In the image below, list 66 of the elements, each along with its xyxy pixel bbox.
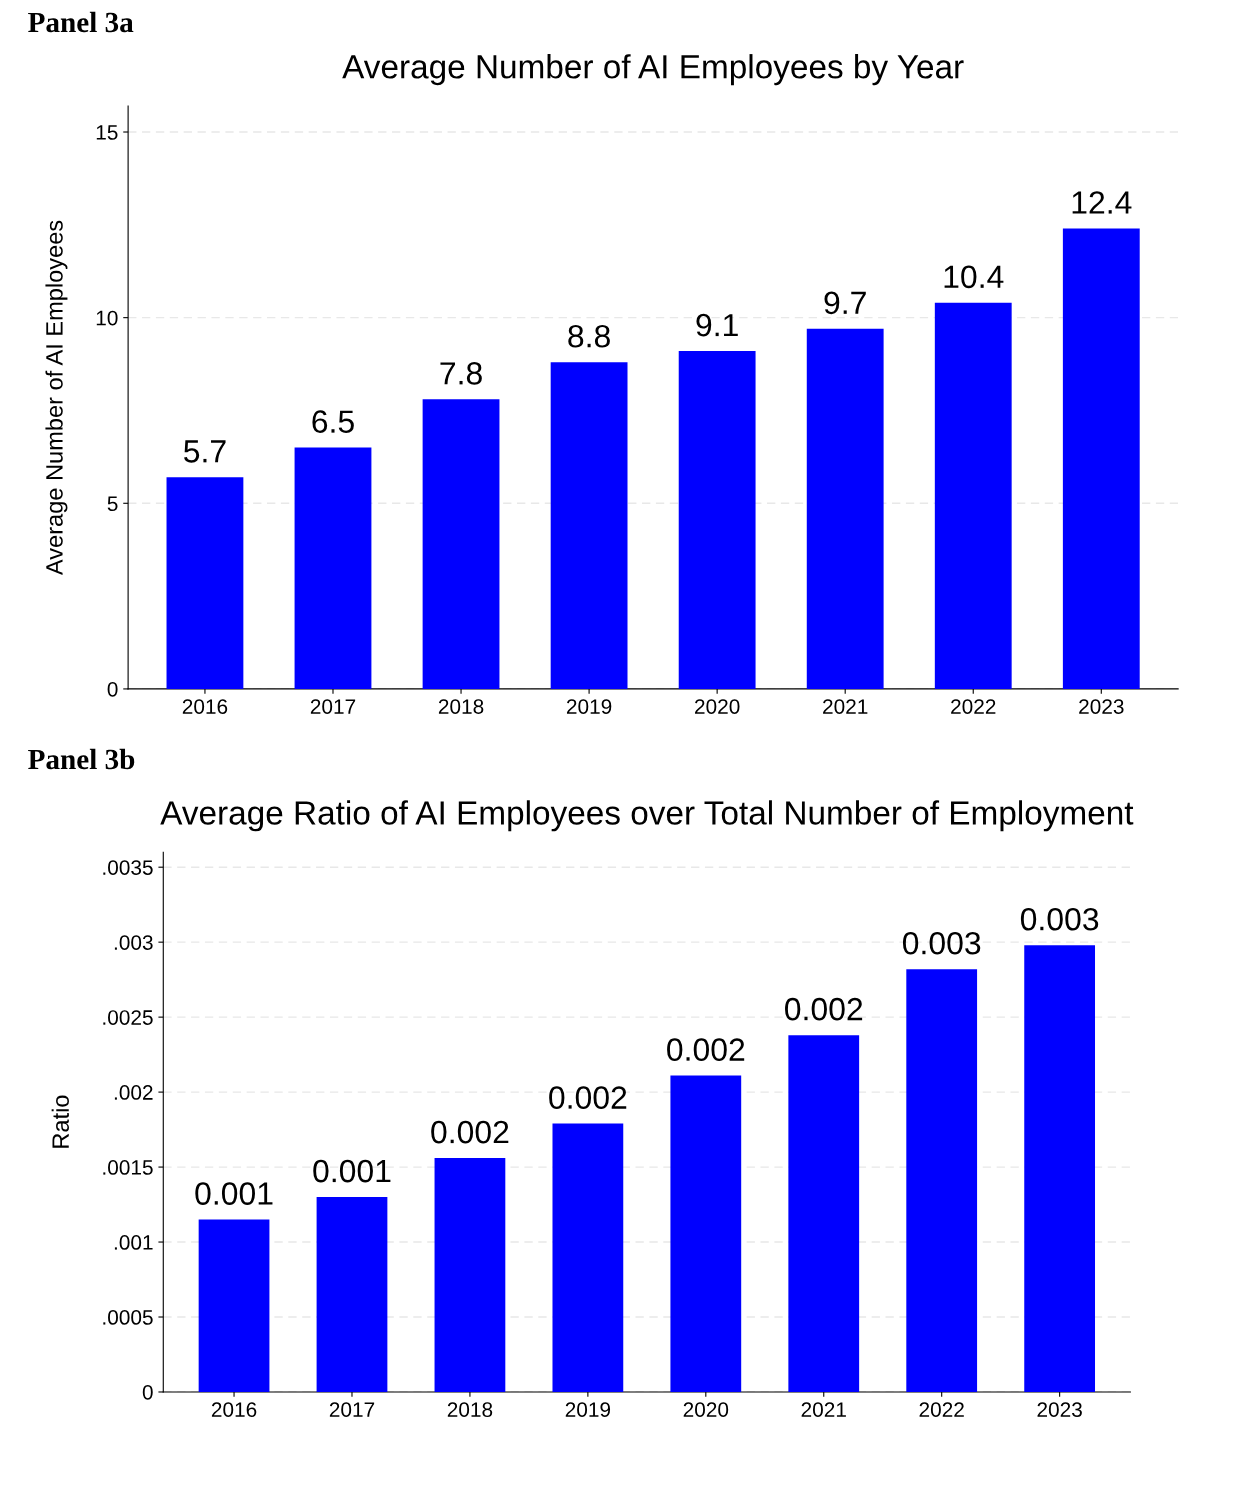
y-tick-label: 0 bbox=[107, 681, 118, 697]
x-tick-label: 2018 bbox=[438, 699, 484, 714]
data-label: 0.002 bbox=[549, 1086, 627, 1109]
bar bbox=[550, 362, 628, 689]
x-tick-label: 2020 bbox=[695, 699, 740, 714]
y-tick-label: 15 bbox=[96, 125, 118, 140]
bar bbox=[198, 1219, 270, 1392]
y-axis-title: Ratio bbox=[51, 1095, 69, 1148]
data-label: 5.7 bbox=[184, 440, 226, 463]
x-tick-label: 2022 bbox=[951, 699, 996, 714]
x-tick-label: 2017 bbox=[329, 1402, 375, 1418]
x-tick-label: 2019 bbox=[565, 1402, 611, 1418]
x-tick-label: 2023 bbox=[1037, 1402, 1082, 1418]
x-tick-label: 2016 bbox=[211, 1402, 257, 1418]
x-tick-label: 2021 bbox=[823, 699, 868, 714]
x-tick-label: 2018 bbox=[447, 1402, 493, 1418]
x-tick-label: 2019 bbox=[566, 699, 612, 714]
bar bbox=[678, 351, 756, 689]
y-tick-label: .002 bbox=[114, 1085, 153, 1100]
y-tick-label: .0025 bbox=[103, 1010, 153, 1025]
bar bbox=[806, 328, 884, 689]
y-tick-label: .001 bbox=[114, 1235, 153, 1250]
data-label: 7.8 bbox=[440, 362, 482, 385]
data-label: 6.5 bbox=[312, 410, 354, 433]
x-tick-label: 2022 bbox=[919, 1402, 964, 1418]
bar bbox=[294, 447, 372, 689]
y-tick-label: .0035 bbox=[103, 860, 153, 875]
data-label: 8.8 bbox=[568, 324, 610, 348]
x-tick-label: 2023 bbox=[1079, 699, 1124, 714]
data-label: 0.002 bbox=[785, 997, 863, 1021]
bar bbox=[1024, 945, 1096, 1392]
y-tick-label: .0015 bbox=[103, 1160, 153, 1175]
y-tick-label: 10 bbox=[96, 310, 118, 326]
chart-title: Average Ratio of AI Employees over Total Number of Employment bbox=[160, 800, 1134, 832]
y-tick-label: 0 bbox=[142, 1384, 153, 1400]
data-label: 10.4 bbox=[944, 265, 1004, 289]
bar bbox=[670, 1075, 742, 1392]
data-label: 0.003 bbox=[902, 931, 981, 955]
x-tick-label: 2017 bbox=[310, 699, 356, 714]
text: Panel 3b bbox=[28, 748, 135, 770]
y-tick-label: 5 bbox=[107, 496, 118, 512]
data-label: 0.002 bbox=[667, 1038, 745, 1061]
bar bbox=[934, 302, 1012, 689]
data-label: 0.001 bbox=[313, 1159, 391, 1183]
data-label: 9.7 bbox=[824, 291, 866, 315]
text: Panel 3a bbox=[28, 11, 134, 33]
bar bbox=[788, 1035, 860, 1392]
bar bbox=[1062, 228, 1140, 689]
bar bbox=[316, 1197, 388, 1392]
y-axis-title: Average Number of AI Employees bbox=[45, 220, 68, 576]
y-tick-label: .003 bbox=[114, 935, 153, 950]
data-label: 12.4 bbox=[1072, 191, 1132, 214]
data-label: 0.002 bbox=[431, 1120, 509, 1144]
chart-title: Average Number of AI Employees by Year bbox=[342, 54, 964, 86]
x-tick-label: 2021 bbox=[801, 1402, 846, 1418]
bar bbox=[552, 1123, 624, 1392]
bar bbox=[434, 1158, 506, 1392]
bar bbox=[422, 399, 500, 689]
data-label: 0.003 bbox=[1020, 907, 1099, 931]
x-tick-label: 2020 bbox=[683, 1402, 729, 1418]
bar bbox=[906, 969, 978, 1392]
bar bbox=[166, 477, 244, 689]
data-label: 0.001 bbox=[195, 1182, 273, 1205]
data-label: 9.1 bbox=[696, 313, 738, 337]
y-tick-label: .0005 bbox=[103, 1310, 153, 1325]
x-tick-label: 2016 bbox=[182, 699, 228, 714]
